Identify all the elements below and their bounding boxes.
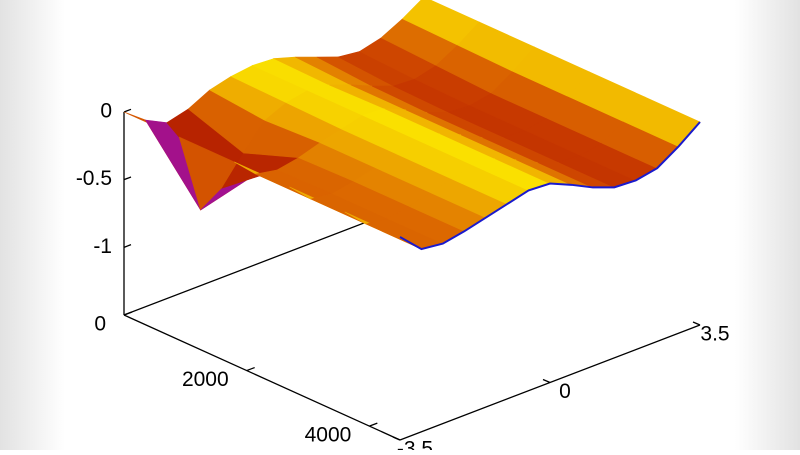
front-edge (399, 121, 701, 251)
x-tick (369, 422, 378, 427)
surface (123, 0, 701, 251)
tick-labels: -1 -0.5 0 0 2000 4000 -3.5 0 3.5 (76, 100, 730, 455)
x-tick-label: 4000 (305, 424, 352, 447)
x-tick (246, 366, 255, 372)
z-tick-label: -0.5 (76, 167, 112, 190)
z-tick-label: -1 (93, 235, 112, 258)
z-tick (123, 244, 132, 248)
axes (123, 108, 701, 441)
y-tick (692, 321, 701, 326)
side-blur-right (735, 0, 800, 450)
z-tick (123, 176, 132, 181)
z-tick (123, 108, 132, 113)
side-blur-left (0, 0, 65, 450)
x-axis-line (123, 314, 401, 441)
z-tick-label: 0 (100, 100, 112, 123)
y-tick (542, 378, 551, 384)
y-tick (392, 436, 401, 441)
y-tick-label: 3.5 (700, 323, 729, 346)
y-tick-label: 0 (559, 380, 571, 403)
x-tick (123, 311, 133, 316)
y-tick-label: -3.5 (397, 438, 433, 450)
x-tick-label: 2000 (182, 368, 229, 391)
x-tick-label: 0 (94, 313, 106, 336)
